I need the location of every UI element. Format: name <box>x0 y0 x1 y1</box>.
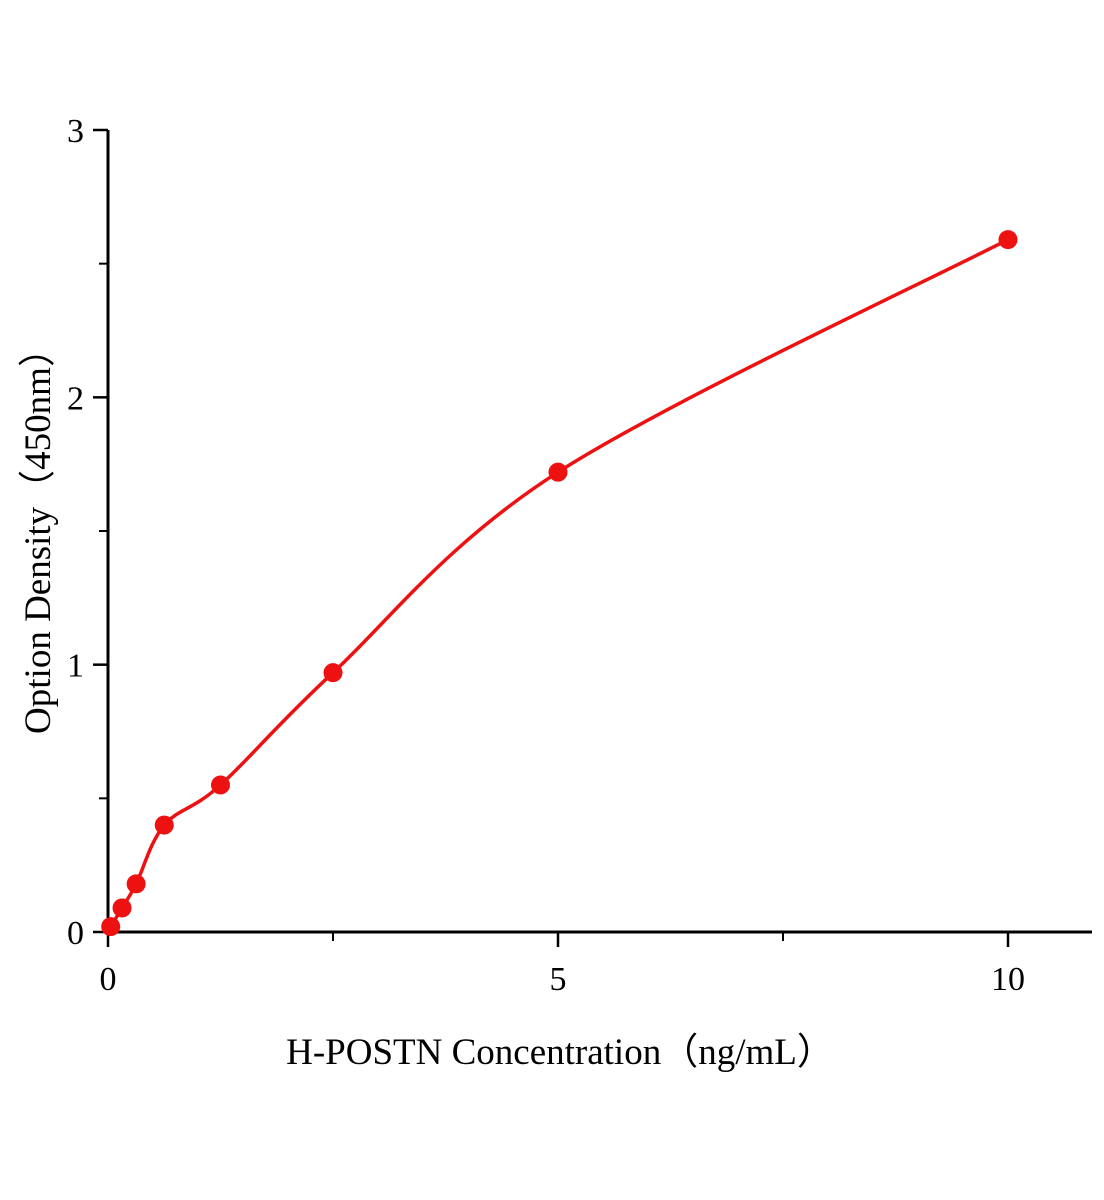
data-point <box>112 898 132 918</box>
data-point <box>323 663 343 683</box>
y-axis-title: Option Density（450nm） <box>18 330 59 734</box>
x-axis-title: H-POSTN Concentration（ng/mL） <box>286 1032 834 1073</box>
y-tick-label: 0 <box>67 915 84 952</box>
y-tick-label: 1 <box>67 648 84 685</box>
x-tick-label: 10 <box>991 961 1025 998</box>
x-tick-label: 5 <box>550 961 567 998</box>
fit-curve <box>108 237 1010 929</box>
data-point <box>154 815 174 835</box>
data-point <box>998 230 1018 250</box>
y-tick-label: 2 <box>67 380 84 417</box>
y-tick-label: 3 <box>67 113 84 150</box>
x-tick-label: 0 <box>100 961 117 998</box>
data-point <box>101 917 121 937</box>
data-point <box>211 775 230 795</box>
data-point <box>126 874 146 894</box>
data-point <box>548 462 568 482</box>
